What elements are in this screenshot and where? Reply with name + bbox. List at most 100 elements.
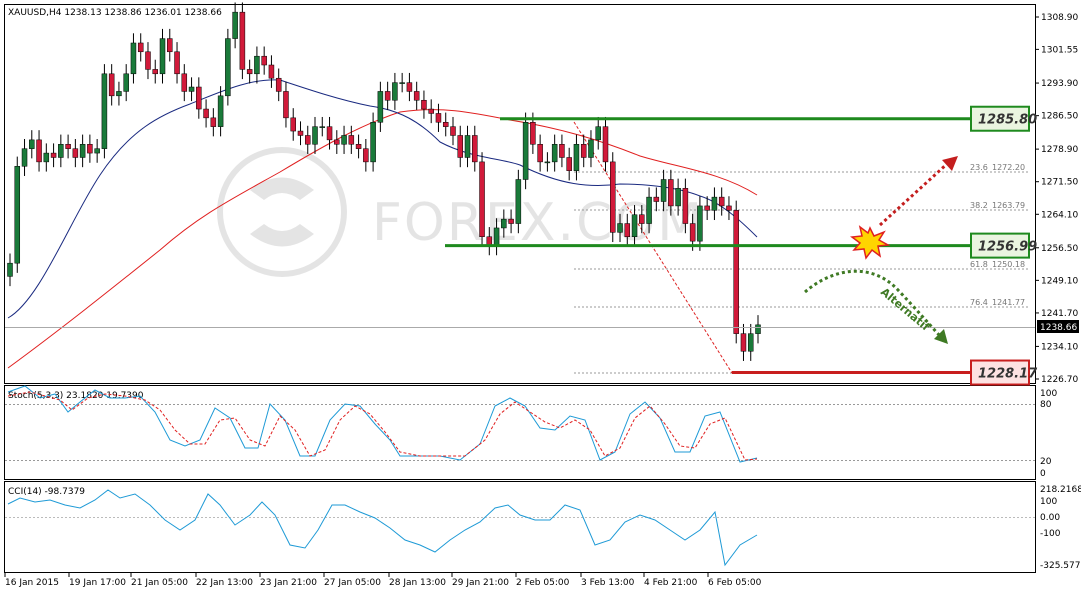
- current-price-box: [1037, 320, 1079, 333]
- price-tick-label: 1286.50: [1041, 112, 1078, 122]
- alternative-label: Alternatif: [878, 285, 932, 333]
- candle-body: [697, 205, 703, 242]
- time-tick-label: 6 Feb 05:00: [708, 578, 762, 588]
- cci-tick-label: 218.2168: [1040, 485, 1081, 495]
- candle-body: [159, 38, 166, 75]
- watermark-text: FOREX.COM: [372, 193, 704, 253]
- candle-body: [617, 223, 623, 233]
- candle-body: [508, 218, 514, 224]
- candle-body: [435, 113, 442, 123]
- symbol-info: XAUUSD,H4 1238.13 1238.86 1236.01 1238.6…: [8, 8, 222, 18]
- stoch-tick-label: 0: [1040, 469, 1046, 479]
- candle-body: [595, 126, 601, 141]
- candle-body: [275, 77, 282, 92]
- candle-body: [108, 73, 115, 97]
- fib-percent: 23.6: [970, 163, 988, 172]
- level-box: [970, 359, 1030, 386]
- candle-body: [522, 122, 529, 180]
- candle-body: [421, 99, 427, 110]
- time-tick-label: 29 Jan 21:00: [452, 578, 509, 588]
- price-tick-label: 1264.10: [1041, 210, 1078, 220]
- level-lines: 1285.80 1256.99 1228.17: [445, 105, 1038, 386]
- bullish-projection-arrow: [878, 156, 958, 227]
- candle-body: [116, 91, 122, 97]
- candle-body: [675, 188, 681, 207]
- candle-body: [718, 196, 725, 207]
- candle-body: [348, 135, 355, 145]
- candle-body: [747, 333, 754, 352]
- candle-body: [72, 148, 79, 158]
- stoch-signal-line: [7, 391, 758, 461]
- candle-body: [239, 11, 246, 70]
- current-price-text: 1238.66: [1040, 323, 1077, 333]
- candle-body: [472, 135, 478, 163]
- fib-price: 1272.20: [992, 163, 1025, 172]
- candle-body: [363, 148, 369, 163]
- candle-body: [399, 82, 405, 84]
- fib-price: 1250.18: [992, 260, 1025, 269]
- candle-body: [668, 179, 674, 207]
- candle-body: [413, 91, 420, 101]
- candle-body: [646, 196, 652, 224]
- candle-body: [167, 38, 173, 53]
- candle-body: [246, 69, 253, 75]
- candle-body: [312, 126, 318, 145]
- candle-body: [355, 144, 362, 149]
- price-tick-label: 1241.70: [1041, 309, 1078, 319]
- candle-body: [602, 126, 609, 163]
- candle-body: [689, 223, 696, 242]
- time-tick-label: 28 Jan 13:00: [389, 578, 446, 588]
- candle-body: [50, 152, 57, 158]
- candle-body: [377, 91, 384, 123]
- candle-body: [58, 144, 64, 158]
- candle-body: [152, 69, 158, 75]
- candle-body: [225, 38, 231, 97]
- price-tick-label: 1256.50: [1041, 244, 1078, 254]
- ma-fast-line: [7, 79, 758, 319]
- candle-body: [551, 144, 558, 163]
- cci-tick-label: -325.5773: [1040, 561, 1081, 571]
- candle-body: [188, 86, 195, 92]
- time-tick-label: 27 Jan 05:00: [324, 578, 381, 588]
- time-tick-label: 4 Feb 21:00: [644, 578, 698, 588]
- candle-body: [290, 117, 296, 132]
- candle-body: [493, 227, 500, 246]
- fib-price: 1241.77: [992, 298, 1025, 307]
- candle-body: [21, 148, 28, 167]
- time-tick-label: 16 Jan 2015: [5, 578, 59, 588]
- time-tick-label: 23 Jan 21:00: [260, 578, 317, 588]
- time-tick-label: 3 Feb 13:00: [581, 578, 635, 588]
- candle-body: [624, 223, 631, 238]
- price-tick-label: 1301.55: [1041, 45, 1078, 55]
- candle-body: [711, 196, 718, 211]
- candle-body: [145, 51, 151, 70]
- stoch-tick-label: 20: [1040, 457, 1052, 467]
- time-tick-label: 19 Jan 17:00: [69, 578, 126, 588]
- candle-body: [726, 205, 732, 211]
- fib-price: 1263.79: [992, 201, 1025, 210]
- candle-body: [559, 144, 565, 158]
- candle-body: [479, 161, 485, 238]
- fib-diagonal: [573, 121, 733, 374]
- candle-body: [87, 144, 93, 154]
- candle-body: [283, 91, 289, 119]
- cci-line: [7, 489, 758, 567]
- candle-body: [123, 73, 129, 92]
- stoch-tick-label: 80: [1040, 400, 1052, 410]
- candle-body: [639, 214, 645, 224]
- watermark-logo: FOREX.COM: [217, 147, 704, 277]
- burst-icon: [850, 225, 891, 260]
- candle-body: [755, 324, 761, 334]
- candle-body: [566, 157, 572, 171]
- candle-body: [631, 214, 638, 238]
- candle-body: [334, 139, 340, 145]
- candle-body: [210, 117, 217, 127]
- candle-body: [14, 166, 21, 264]
- ma-slow-line: [7, 109, 758, 369]
- time-tick-label: 22 Jan 13:00: [196, 578, 253, 588]
- candle-body: [232, 11, 238, 39]
- candle-body: [537, 144, 543, 163]
- candle-body: [137, 42, 144, 53]
- candle-body: [610, 161, 616, 233]
